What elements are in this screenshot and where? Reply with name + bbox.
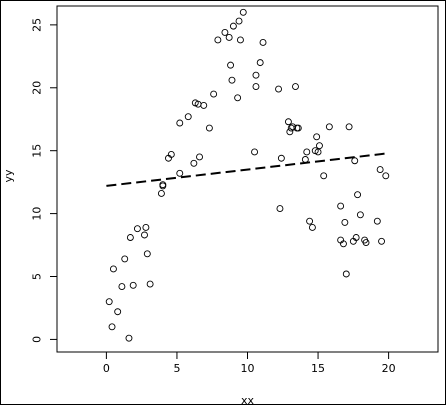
data-point — [352, 234, 360, 241]
data-point — [314, 148, 322, 156]
data-point — [340, 240, 347, 248]
data-point — [308, 223, 316, 231]
data-point — [225, 34, 233, 41]
data-point — [252, 71, 260, 79]
data-point — [294, 124, 302, 132]
data-point — [325, 123, 333, 131]
data-point — [141, 231, 148, 239]
data-point — [341, 218, 349, 226]
data-point — [301, 156, 309, 163]
data-points — [105, 8, 390, 342]
data-point — [235, 17, 243, 25]
y-tick-label: 0 — [31, 336, 44, 343]
data-point — [286, 128, 294, 136]
data-point — [221, 28, 229, 36]
data-point — [351, 157, 359, 165]
plot-area-border — [56, 5, 439, 353]
data-point — [227, 61, 235, 69]
data-point — [167, 151, 175, 158]
data-point — [196, 153, 203, 161]
data-point — [236, 36, 244, 44]
data-point — [276, 205, 284, 213]
data-point — [105, 298, 113, 306]
data-point — [157, 190, 165, 197]
x-tick-label: 10 — [241, 362, 255, 375]
data-point — [275, 85, 282, 93]
y-axis: 0 5 10 15 20 25 — [31, 18, 58, 343]
data-point — [277, 154, 285, 162]
data-point — [289, 123, 297, 131]
data-point — [292, 83, 299, 90]
data-point — [337, 202, 345, 210]
data-point — [376, 166, 384, 174]
data-point — [354, 191, 362, 199]
x-tick-label: 20 — [382, 362, 396, 375]
x-tick-label: 5 — [173, 362, 180, 375]
data-point — [316, 142, 323, 150]
data-point — [373, 217, 381, 225]
data-point — [313, 133, 321, 141]
data-point — [229, 22, 237, 30]
data-point — [146, 280, 154, 288]
x-tick-label: 0 — [103, 362, 110, 375]
data-point — [306, 217, 314, 225]
data-point — [210, 90, 218, 98]
data-point — [176, 169, 184, 177]
y-axis-label: yy — [2, 169, 15, 183]
data-point — [320, 172, 328, 180]
data-point — [200, 101, 208, 109]
data-point — [108, 323, 116, 331]
data-point — [234, 94, 242, 102]
data-point — [184, 113, 192, 121]
y-tick-label: 10 — [31, 207, 44, 221]
data-point — [251, 148, 259, 156]
data-point — [214, 36, 222, 44]
data-point — [252, 83, 260, 90]
data-point — [356, 211, 364, 219]
data-point — [382, 172, 390, 180]
data-point — [239, 8, 247, 16]
x-axis: 0 5 10 15 20 — [103, 351, 396, 375]
x-axis-label: xx — [241, 394, 255, 405]
y-tick-label: 25 — [31, 18, 44, 32]
data-point — [109, 265, 117, 273]
y-tick-label: 5 — [31, 273, 44, 280]
data-point — [143, 250, 151, 258]
data-point — [378, 237, 386, 245]
data-point — [205, 124, 213, 132]
data-point — [362, 239, 370, 246]
data-point — [345, 123, 353, 131]
data-point — [293, 124, 301, 132]
y-tick-label: 15 — [31, 144, 44, 158]
data-point — [256, 59, 264, 67]
data-point — [133, 225, 141, 233]
data-point — [114, 308, 122, 316]
data-point — [142, 223, 150, 231]
data-point — [159, 182, 167, 190]
data-point — [190, 159, 198, 167]
data-point — [259, 39, 267, 46]
x-tick-label: 15 — [311, 362, 325, 375]
data-point — [303, 148, 311, 156]
data-point — [126, 234, 134, 241]
trend-line — [106, 152, 389, 187]
data-point — [284, 118, 292, 126]
data-point — [125, 334, 133, 342]
data-point — [342, 270, 350, 278]
trend-line-segment — [106, 152, 389, 187]
data-point — [121, 255, 129, 263]
y-tick-label: 20 — [31, 81, 44, 95]
data-point — [129, 281, 137, 289]
data-point — [176, 119, 184, 127]
data-point — [228, 76, 236, 84]
data-point — [118, 283, 126, 291]
